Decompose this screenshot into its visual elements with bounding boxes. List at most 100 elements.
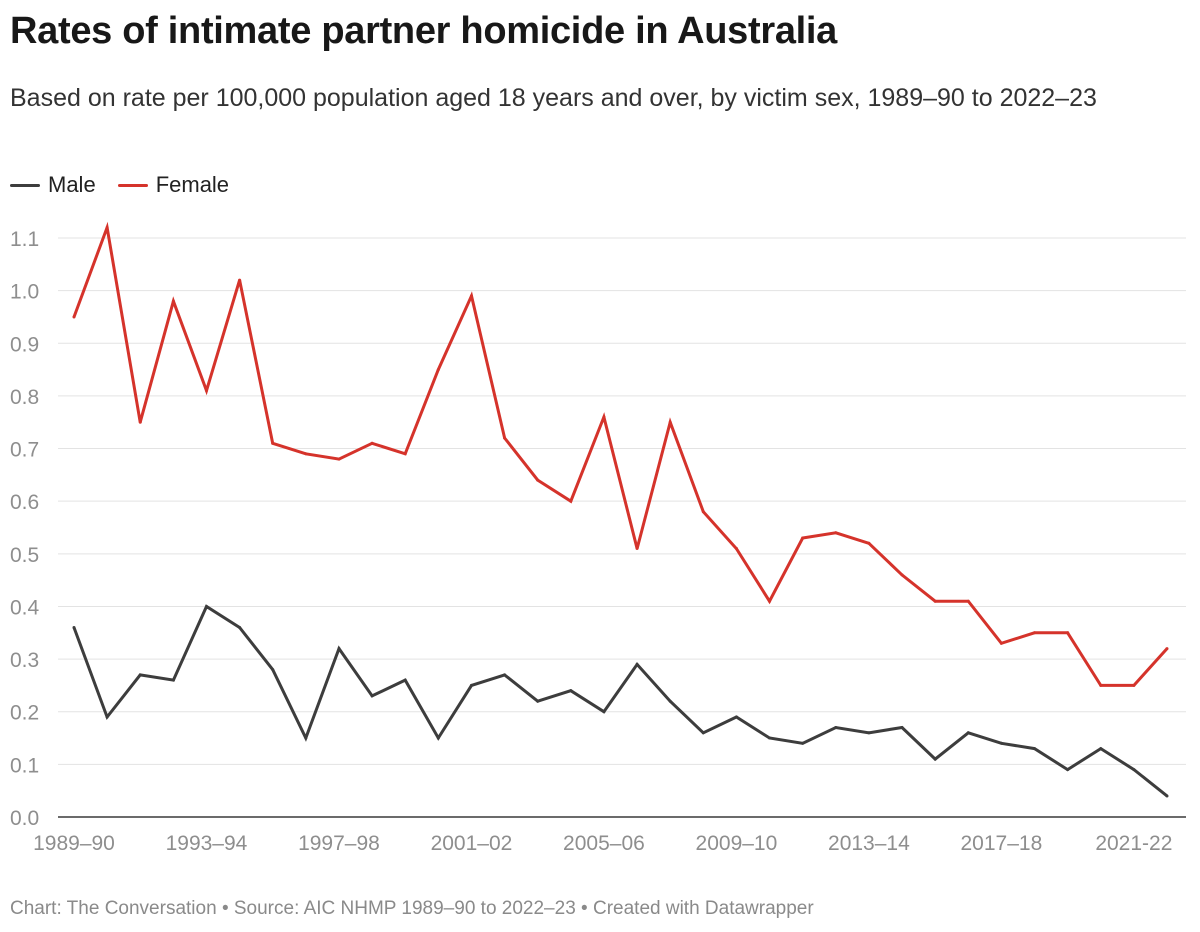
data-point-female xyxy=(271,441,275,445)
data-point-female xyxy=(204,389,208,393)
x-tick-label: 2001–02 xyxy=(431,832,513,855)
y-tick-label: 0.2 xyxy=(10,702,39,725)
data-point-female xyxy=(503,436,507,440)
data-point-female xyxy=(238,278,242,282)
y-tick-label: 0.3 xyxy=(10,649,39,672)
x-tick-label: 1993–94 xyxy=(166,832,248,855)
y-tick-label: 0.6 xyxy=(10,491,39,514)
data-point-male xyxy=(768,736,772,740)
legend-swatch-male xyxy=(10,183,40,187)
data-point-male xyxy=(1132,768,1136,772)
series-line-male xyxy=(72,604,1168,798)
data-point-female xyxy=(536,478,540,482)
chart-subtitle: Based on rate per 100,000 population age… xyxy=(10,84,1097,112)
data-point-male xyxy=(635,662,639,666)
data-point-female xyxy=(171,299,175,303)
data-point-male xyxy=(304,736,308,740)
data-point-male xyxy=(999,741,1003,745)
data-point-female xyxy=(900,573,904,577)
data-point-female xyxy=(105,225,109,229)
data-point-female xyxy=(370,441,374,445)
data-point-male xyxy=(1066,768,1070,772)
x-tick-label: 2021-22 xyxy=(1095,832,1172,855)
data-point-male xyxy=(171,678,175,682)
data-point-male xyxy=(536,699,540,703)
y-tick-label: 0.4 xyxy=(10,596,40,619)
data-point-male xyxy=(569,689,573,693)
data-point-female xyxy=(933,599,937,603)
data-point-male xyxy=(503,673,507,677)
data-point-female xyxy=(337,457,341,461)
data-point-female xyxy=(304,452,308,456)
x-tick-label: 2009–10 xyxy=(696,832,778,855)
data-point-female xyxy=(1066,631,1070,635)
y-tick-label: 0.7 xyxy=(10,439,39,462)
data-point-female xyxy=(569,499,573,503)
data-point-female xyxy=(436,368,440,372)
y-tick-label: 0.8 xyxy=(10,386,39,409)
data-point-female xyxy=(768,599,772,603)
legend: Male Female xyxy=(10,172,251,198)
data-point-female xyxy=(72,315,76,319)
footer-separator: • xyxy=(221,898,229,919)
data-point-male xyxy=(734,715,738,719)
data-point-female xyxy=(966,599,970,603)
data-point-female xyxy=(668,420,672,424)
data-point-female xyxy=(867,541,871,545)
data-point-female xyxy=(469,294,473,298)
y-tick-label: 1.1 xyxy=(10,228,39,251)
data-point-male xyxy=(403,678,407,682)
data-point-female xyxy=(801,536,805,540)
chart-title: Rates of intimate partner homicide in Au… xyxy=(10,10,838,52)
data-point-male xyxy=(900,726,904,730)
data-point-female xyxy=(138,420,142,424)
footer-source: Source: AIC NHMP 1989–90 to 2022–23 xyxy=(233,898,576,919)
data-point-female xyxy=(1099,683,1103,687)
line-chart: 0.0 0.1 0.2 0.3 0.4 0.5 0.6 0.7 0.8 0.9 1.0 1.1 1989… xyxy=(10,221,1186,855)
data-point-male xyxy=(337,647,341,651)
data-point-male xyxy=(138,673,142,677)
y-tick-label: 0.9 xyxy=(10,333,39,356)
data-point-male xyxy=(1165,794,1169,798)
y-tick-label: 0.5 xyxy=(10,544,39,567)
data-point-male xyxy=(105,715,109,719)
data-point-male xyxy=(834,726,838,730)
data-point-female xyxy=(999,641,1003,645)
data-point-male xyxy=(933,757,937,761)
y-tick-label: 0.0 xyxy=(10,807,39,830)
data-point-male xyxy=(701,731,705,735)
y-tick-label: 1.0 xyxy=(10,281,39,304)
data-point-male xyxy=(271,668,275,672)
footer: Chart: The Conversation • Source: AIC NH… xyxy=(10,898,814,920)
data-point-male xyxy=(370,694,374,698)
data-point-male xyxy=(469,683,473,687)
data-point-male xyxy=(1099,747,1103,751)
data-point-male xyxy=(801,741,805,745)
footer-created: Created with Datawrapper xyxy=(592,898,814,919)
data-point-male xyxy=(436,736,440,740)
data-point-female xyxy=(403,452,407,456)
data-point-male xyxy=(966,731,970,735)
x-tick-label: 2005–06 xyxy=(563,832,645,855)
footer-chart-credit: Chart: The Conversation xyxy=(10,898,217,919)
data-point-male xyxy=(72,626,76,630)
data-point-female xyxy=(701,510,705,514)
data-point-female xyxy=(635,547,639,551)
data-point-female xyxy=(834,531,838,535)
data-point-male xyxy=(602,710,606,714)
x-tick-label: 2017–18 xyxy=(961,832,1043,855)
data-point-male xyxy=(204,604,208,608)
data-point-male xyxy=(238,626,242,630)
x-tick-label: 2013–14 xyxy=(828,832,910,855)
data-point-female xyxy=(1165,647,1169,651)
data-point-male xyxy=(668,699,672,703)
data-point-female xyxy=(602,415,606,419)
data-point-male xyxy=(1033,747,1037,751)
y-tick-label: 0.1 xyxy=(10,754,39,777)
x-tick-label: 1997–98 xyxy=(298,832,380,855)
data-point-male xyxy=(867,731,871,735)
footer-separator: • xyxy=(581,898,588,919)
legend-label-male: Male xyxy=(48,172,96,197)
data-point-female xyxy=(734,547,738,551)
legend-swatch-female xyxy=(117,183,148,187)
